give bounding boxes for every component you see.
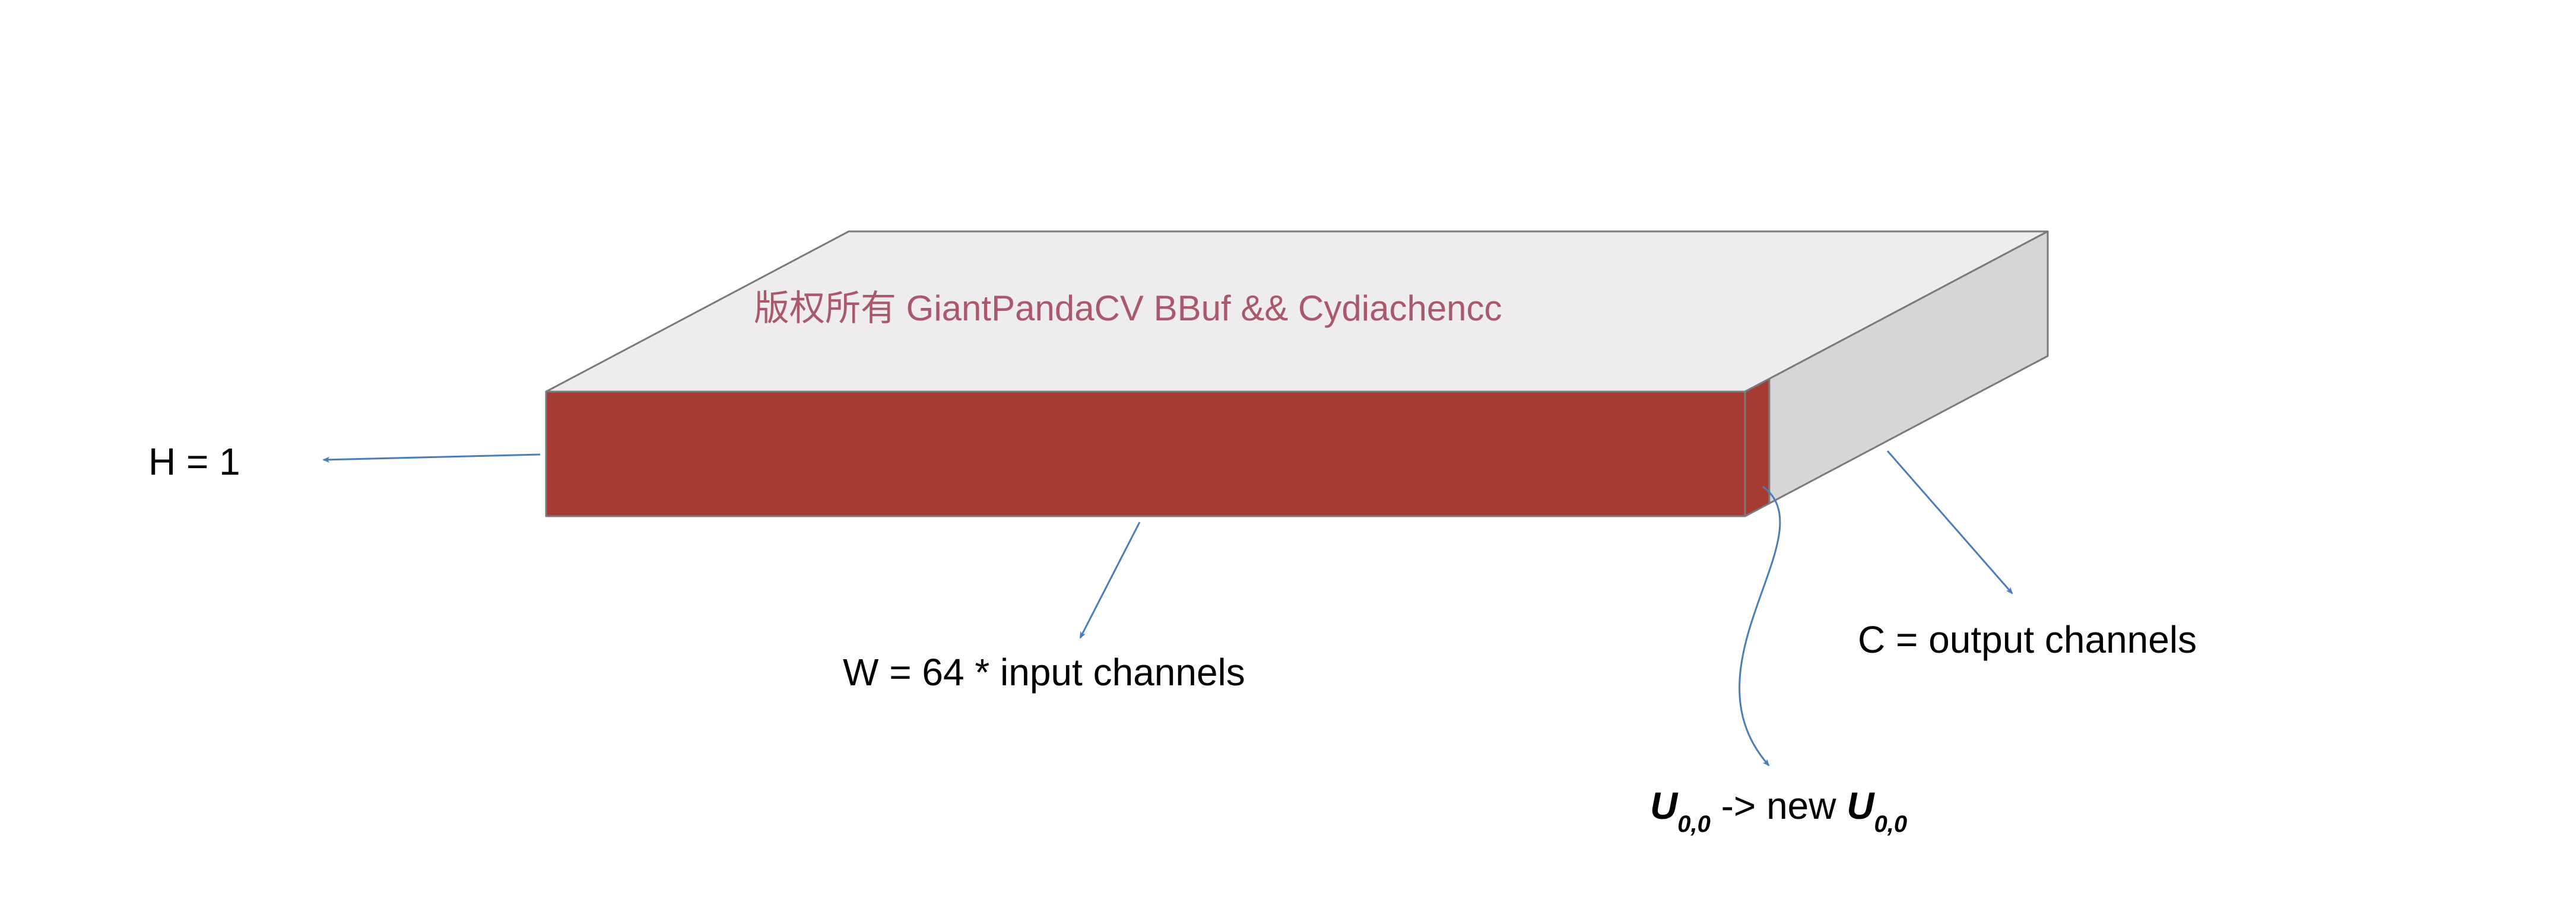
- arrow-W: [1080, 522, 1140, 638]
- arrow-C: [1887, 451, 2012, 593]
- label-C: C = output channels: [1858, 618, 2197, 661]
- box-side-front: [1745, 379, 1769, 516]
- label-H: H = 1: [148, 440, 240, 483]
- watermark-text: 版权所有 GiantPandaCV BBuf && Cydiachencc: [754, 288, 1502, 328]
- box-front-face: [546, 392, 1745, 516]
- arrow-H: [323, 454, 540, 460]
- label-W: W = 64 * input channels: [843, 651, 1245, 694]
- label-U: U0,0 -> new U0,0: [1650, 784, 1907, 837]
- arrow-U: [1740, 487, 1780, 765]
